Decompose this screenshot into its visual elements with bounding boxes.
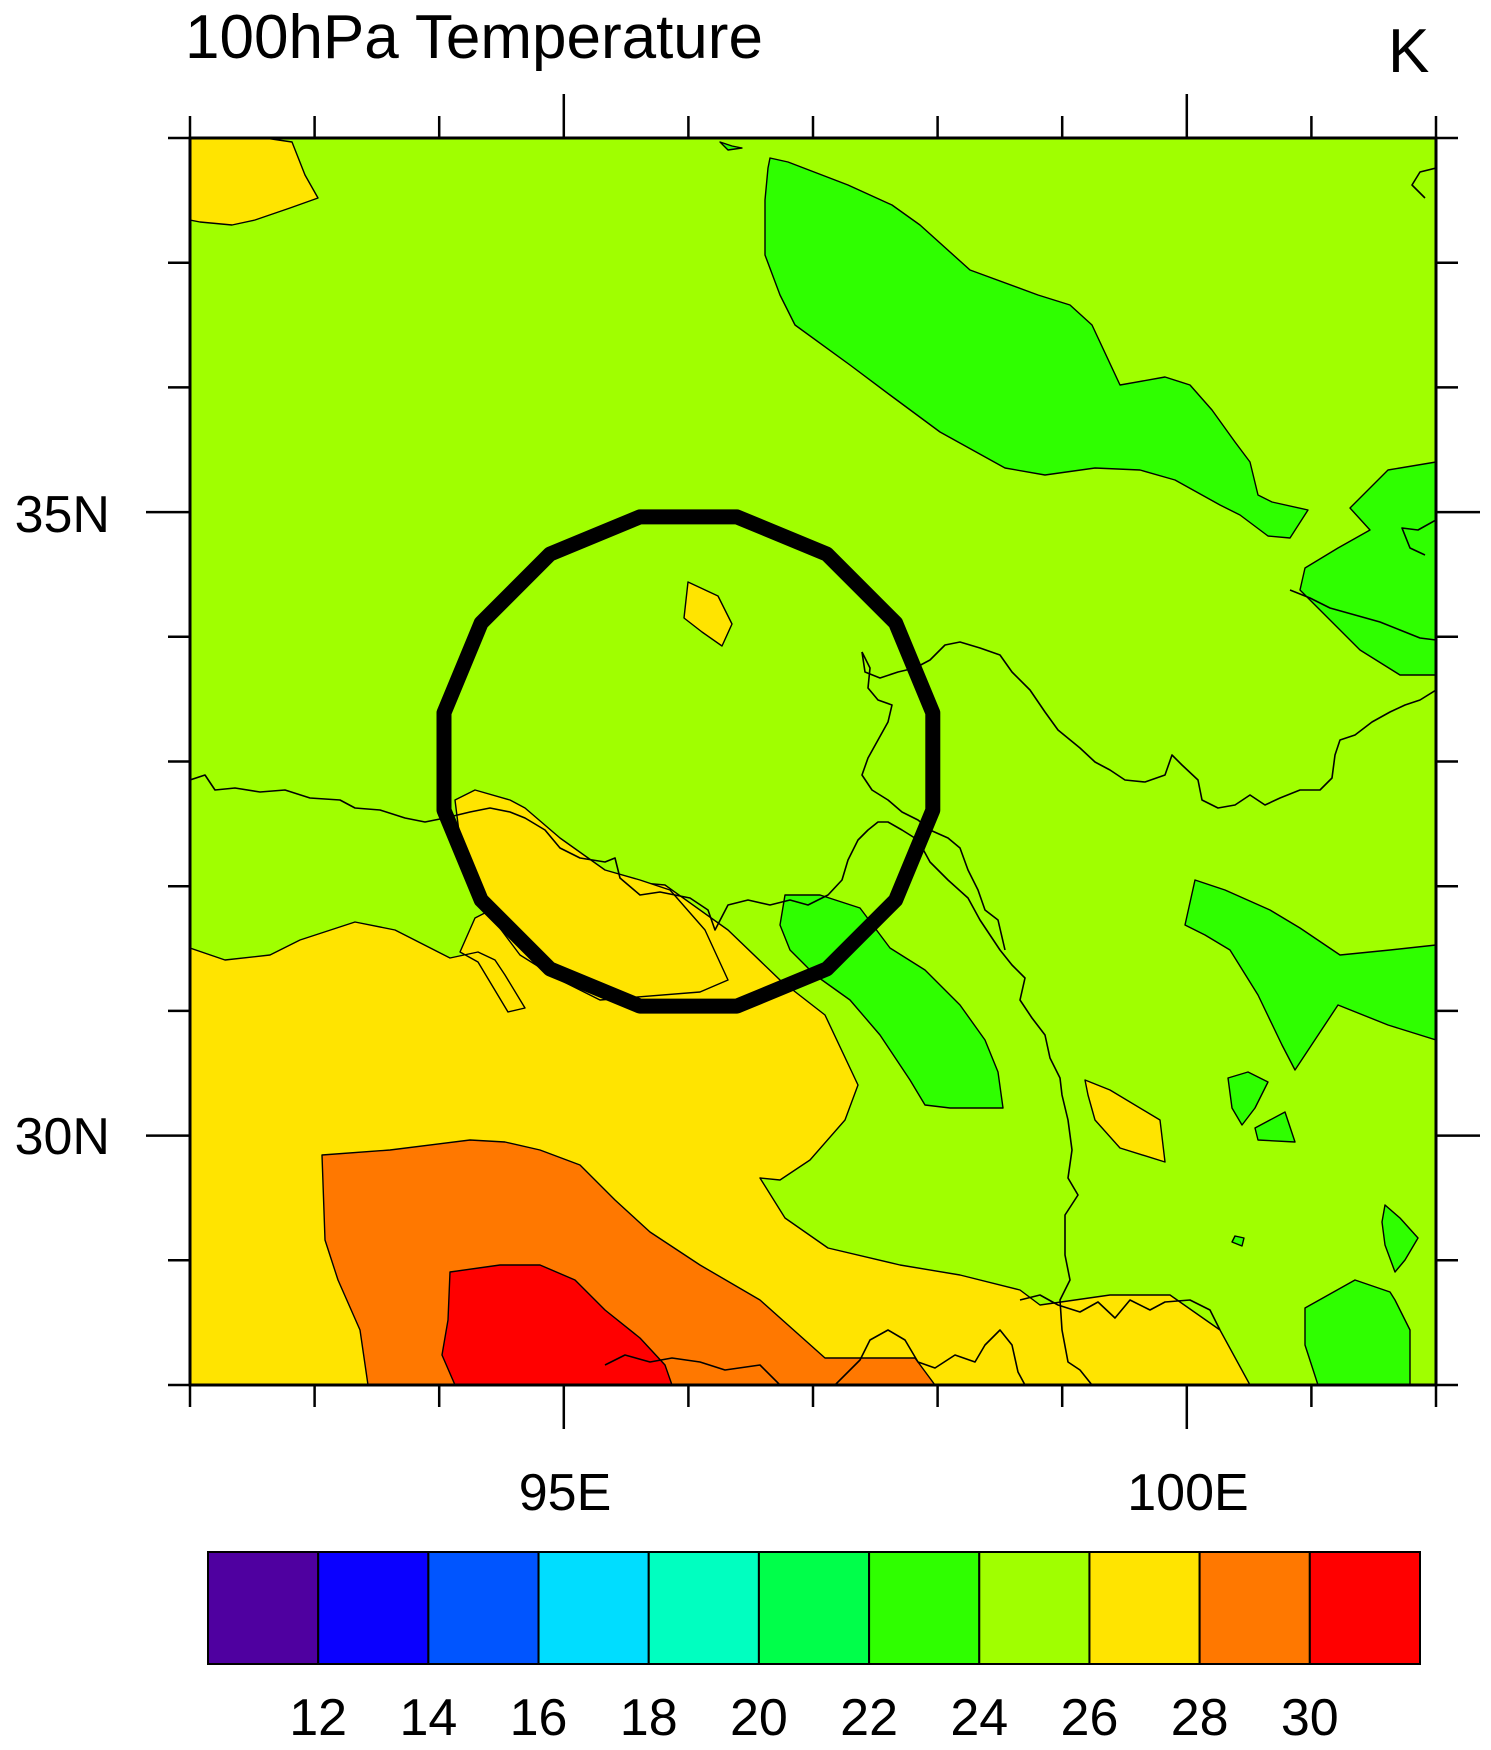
field-24-26-small-3 <box>1381 1204 1419 1273</box>
colorbar-swatch <box>537 1551 650 1665</box>
border-line-5 <box>1401 519 1436 556</box>
axis-ticks <box>146 94 1480 1429</box>
y-tick-label-30n: 30N <box>15 1108 110 1166</box>
y-tick-label-35n: 35N <box>15 486 110 544</box>
colorbar-swatch <box>207 1551 320 1665</box>
colorbar-swatch <box>1198 1551 1311 1665</box>
field-24-26-small-1 <box>1227 1071 1269 1126</box>
colorbar-label-12: 12 <box>289 1689 347 1747</box>
field-24-26-small-2 <box>1254 1111 1296 1143</box>
field-28-30-nw <box>190 138 319 226</box>
colorbar-label-20: 20 <box>730 1689 788 1747</box>
colorbar-swatch <box>1088 1551 1201 1665</box>
x-tick-label-100e: 100E <box>1127 1464 1248 1522</box>
x-tick-label-95e: 95E <box>519 1464 612 1522</box>
colorbar <box>207 1551 1422 1665</box>
colorbar-label-24: 24 <box>950 1689 1008 1747</box>
colorbar-label-30: 30 <box>1281 1689 1339 1747</box>
field-24-26-east-band <box>1184 879 1436 1071</box>
colorbar-label-18: 18 <box>620 1689 678 1747</box>
field-above-32 <box>441 1264 673 1385</box>
highlight-circle <box>436 509 941 1014</box>
colorbar-swatch <box>978 1551 1091 1665</box>
field-28-30-east <box>1084 1079 1166 1163</box>
border-line-4 <box>1289 589 1436 641</box>
border-line-2 <box>861 641 1436 809</box>
border-line-8 <box>604 1354 781 1385</box>
field-24-26-ne <box>764 157 1309 539</box>
field-24-26-small-5 <box>1231 1235 1245 1247</box>
colorbar-swatch <box>427 1551 540 1665</box>
colorbar-label-26: 26 <box>1061 1689 1119 1747</box>
unit-label: K <box>1388 17 1429 86</box>
map-title: 100hPa Temperature <box>185 3 763 72</box>
border-line-1 <box>190 774 1093 1385</box>
colorbar-swatch <box>1308 1551 1422 1665</box>
field-24-26-small-4 <box>719 141 743 151</box>
colorbar-label-14: 14 <box>399 1689 457 1747</box>
colorbar-label-22: 22 <box>840 1689 898 1747</box>
colorbar-label-16: 16 <box>510 1689 568 1747</box>
border-line-6 <box>1411 167 1436 199</box>
colorbar-swatch <box>317 1551 430 1665</box>
colorbar-swatch <box>757 1551 871 1665</box>
border-line-7 <box>1019 1294 1221 1331</box>
field-24-26-east-edge <box>1299 461 1436 676</box>
border-line-3 <box>861 651 1006 951</box>
colorbar-label-28: 28 <box>1171 1689 1229 1747</box>
colorbar-swatch <box>868 1551 981 1665</box>
colorbar-swatch <box>647 1551 760 1665</box>
field-28-30-blob <box>683 581 733 647</box>
field-24-26-se <box>1304 1279 1411 1385</box>
temperature-field <box>190 138 1436 1385</box>
border-line-9 <box>834 1329 1026 1385</box>
colorbar-labels: 12 14 16 18 20 22 24 26 28 30 <box>289 1689 1338 1747</box>
map-panel: 95E 100E 35N 30N <box>15 94 1480 1522</box>
